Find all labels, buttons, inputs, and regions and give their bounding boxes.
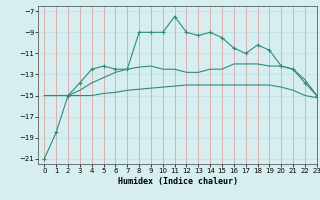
X-axis label: Humidex (Indice chaleur): Humidex (Indice chaleur): [118, 177, 238, 186]
